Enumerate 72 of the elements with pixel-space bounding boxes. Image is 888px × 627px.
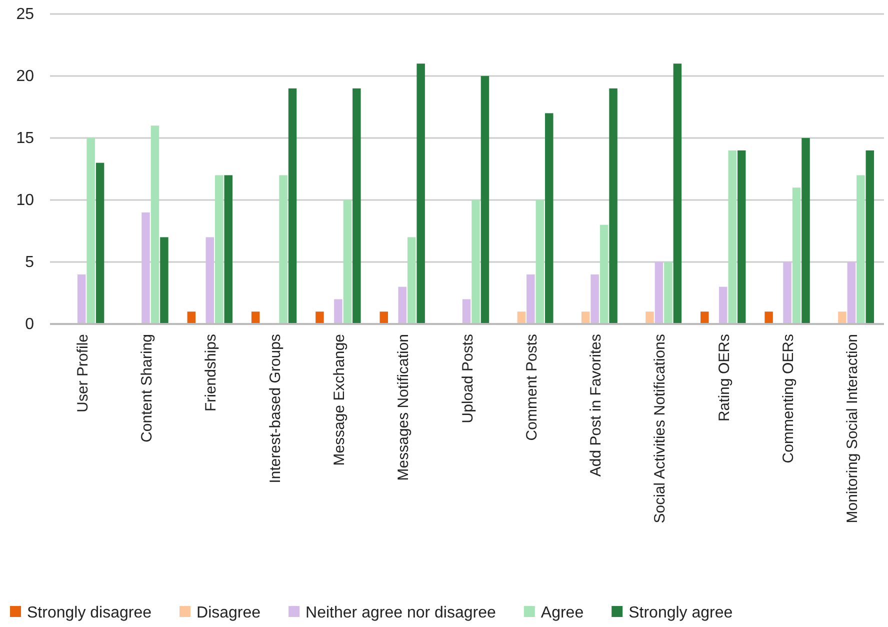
bar — [150, 126, 160, 324]
bar — [480, 76, 490, 324]
bar — [866, 150, 874, 324]
x-tick-label: Comment Posts — [523, 334, 540, 441]
bar — [142, 212, 150, 324]
bar — [581, 312, 590, 324]
bar — [96, 162, 104, 324]
bar — [472, 200, 480, 324]
bar — [654, 262, 664, 324]
bar — [646, 312, 654, 324]
bar — [224, 175, 232, 324]
bar — [517, 312, 526, 324]
bar — [316, 312, 324, 324]
bar — [251, 312, 260, 324]
bar — [343, 200, 352, 324]
bar — [802, 138, 810, 324]
bar — [783, 262, 792, 324]
bar — [398, 286, 406, 324]
bar — [609, 88, 618, 324]
bar — [206, 237, 214, 324]
y-tick-label: 15 — [16, 130, 34, 148]
y-tick-label: 5 — [25, 254, 34, 272]
x-tick-label: Interest-based Groups — [266, 334, 284, 484]
bar — [86, 138, 95, 324]
legend-label: Strongly agree — [628, 604, 733, 622]
x-tick-label: User Profile — [74, 334, 92, 412]
bar — [847, 262, 856, 324]
x-tick-label: Commenting OERs — [780, 334, 798, 464]
y-tick-label: 0 — [25, 316, 34, 334]
bar — [526, 274, 535, 324]
bar — [407, 237, 416, 324]
x-tick-label: Friendships — [202, 334, 220, 412]
bar — [728, 150, 736, 324]
bar — [352, 88, 361, 324]
bar — [718, 286, 728, 324]
x-tick-label: Message Exchange — [330, 334, 348, 466]
bar — [590, 274, 599, 324]
x-tick-label: Upload Posts — [459, 334, 476, 424]
bar — [600, 224, 608, 324]
bar — [462, 299, 471, 324]
bar — [380, 312, 388, 324]
bar — [77, 274, 86, 324]
bar — [334, 299, 342, 324]
bar — [536, 200, 544, 324]
bar — [700, 312, 709, 324]
legend-label: Neither agree nor disagree — [306, 604, 496, 622]
y-tick-label: 20 — [16, 68, 34, 86]
bar — [673, 64, 682, 324]
x-tick-label: Rating OERs — [716, 334, 733, 422]
bar — [764, 312, 773, 324]
x-tick-label: Social Activities Notifications — [652, 334, 669, 524]
legend-label: Agree — [540, 604, 584, 622]
bar — [288, 88, 297, 324]
x-tick-label: Add Post in Favorites — [588, 334, 605, 477]
legend-label: Strongly disagree — [27, 604, 152, 622]
bar — [279, 175, 288, 324]
legend-label: Disagree — [196, 604, 261, 622]
x-tick-label: Monitoring Social Interaction — [844, 334, 862, 524]
bar — [160, 237, 168, 324]
x-tick-label: Content Sharing — [138, 334, 156, 442]
x-tick-label: Messages Notification — [395, 334, 412, 481]
bar — [545, 113, 554, 324]
y-tick-label: 10 — [16, 192, 34, 210]
y-tick-label: 25 — [16, 6, 34, 24]
bar — [856, 175, 865, 324]
bar — [792, 188, 801, 324]
bar — [737, 150, 746, 324]
bar — [215, 175, 224, 324]
bar — [187, 312, 196, 324]
bar — [664, 262, 672, 324]
bar — [416, 64, 425, 324]
bar — [838, 312, 846, 324]
